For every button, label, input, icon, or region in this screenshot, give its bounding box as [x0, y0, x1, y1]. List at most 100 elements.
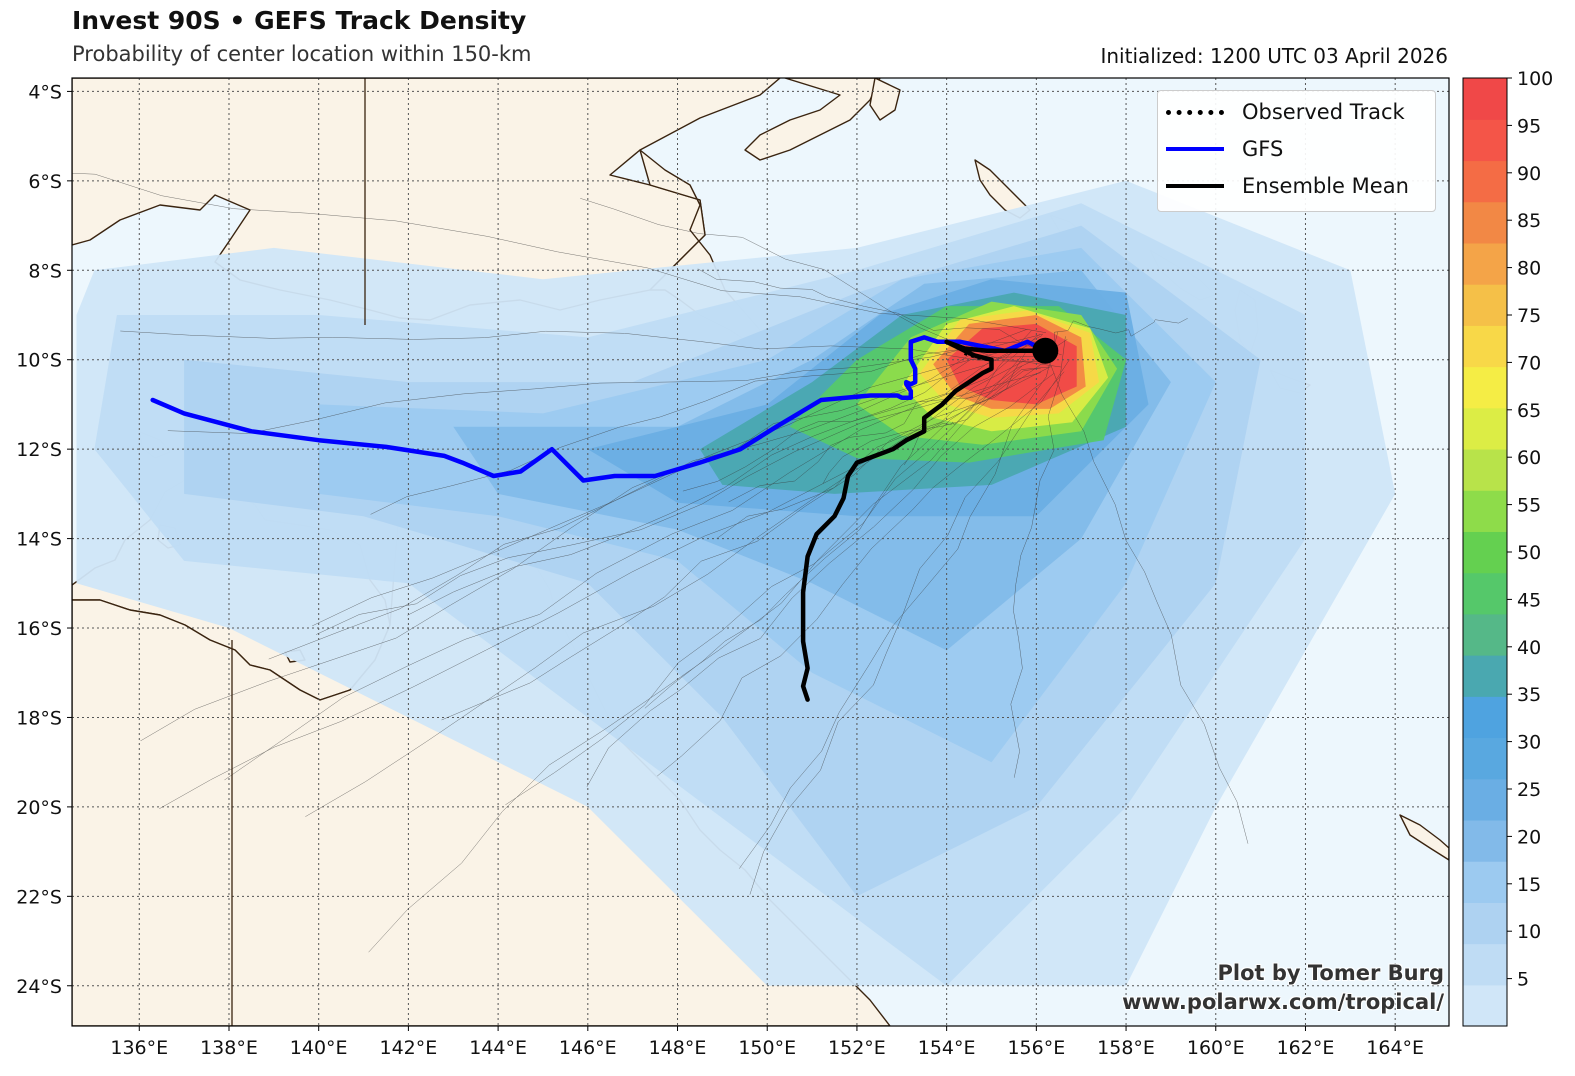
colorbar-label: 85: [1517, 210, 1541, 232]
lon-tick-label: 142°E: [380, 1037, 438, 1059]
colorbar-segment: [1463, 201, 1507, 244]
colorbar-label: 5: [1517, 969, 1529, 991]
legend-item-gfs: GFS: [1166, 134, 1283, 164]
colorbar-label: 15: [1517, 874, 1541, 896]
lat-tick-label: 18°S: [16, 707, 62, 729]
lon-tick-label: 158°E: [1097, 1037, 1155, 1059]
lon-tick-label: 136°E: [110, 1037, 168, 1059]
colorbar-label: 35: [1517, 684, 1541, 706]
member-track: [586, 372, 1055, 787]
colorbar-label: 75: [1517, 305, 1541, 327]
graticule: [72, 78, 1449, 1026]
lat-tick-label: 16°S: [16, 618, 62, 640]
credit-url: www.polarwx.com/tropical/: [1122, 990, 1444, 1014]
member-track: [644, 365, 1023, 709]
member-track: [370, 328, 1028, 515]
colorbar-segment: [1463, 407, 1507, 450]
colorbar-segment: [1463, 778, 1507, 821]
lat-tick-label: 12°S: [16, 439, 62, 461]
colorbar-segment: [1463, 78, 1507, 120]
member-track: [120, 330, 1044, 363]
legend-box: Observed Track GFS Ensemble Mean: [1157, 90, 1436, 212]
storm-current-position: [1032, 337, 1059, 364]
colorbar-segment: [1463, 119, 1507, 162]
lat-tick-label: 14°S: [16, 529, 62, 551]
chart-subtitle: Probability of center location within 15…: [72, 42, 532, 66]
lat-tick-label: 8°S: [28, 260, 62, 282]
colorbar-segment: [1463, 696, 1507, 739]
colorbar-label: 10: [1517, 921, 1541, 943]
legend-label-gfs: GFS: [1242, 137, 1284, 161]
member-track: [657, 359, 1070, 777]
member-track: [305, 359, 1027, 817]
lon-tick-label: 160°E: [1187, 1037, 1245, 1059]
member-track: [140, 347, 1019, 742]
lat-tick-label: 6°S: [28, 171, 62, 193]
colorbar-segment: [1463, 737, 1507, 780]
member-track: [505, 330, 1032, 806]
lat-tick-label: 10°S: [16, 350, 62, 372]
plot-frame: [71, 77, 1450, 1027]
colorbar-segment: [1463, 325, 1507, 368]
member-track: [822, 367, 1042, 484]
colorbar-segment: [1463, 943, 1507, 986]
member-track: [315, 372, 1041, 635]
member-track: [697, 268, 1062, 355]
lon-tick-label: 140°E: [290, 1037, 348, 1059]
colorbar-segment: [1463, 160, 1507, 203]
lat-tick-label: 4°S: [28, 81, 62, 103]
legend-swatch-observed: [1166, 109, 1224, 115]
ensemble-mean-track-line: [800, 339, 1048, 702]
lon-tick-label: 144°E: [469, 1037, 527, 1059]
credit-author: Plot by Tomer Burg: [1217, 961, 1445, 985]
member-track: [728, 366, 1052, 503]
colorbar-segment: [1463, 572, 1507, 615]
colorbar-segment: [1463, 490, 1507, 532]
colorbar-segment: [1463, 655, 1507, 697]
colorbar-label: 20: [1517, 826, 1541, 848]
colorbar-label: 55: [1517, 495, 1541, 517]
member-track: [407, 335, 1043, 616]
colorbar-segment: [1463, 242, 1507, 285]
initialized-time: Initialized: 1200 UTC 03 April 2026: [1100, 44, 1448, 68]
lat-tick-label: 22°S: [16, 886, 62, 908]
legend-label-mean: Ensemble Mean: [1242, 174, 1409, 198]
new-britain: [744, 78, 881, 161]
member-track: [368, 356, 1022, 953]
lon-tick-label: 154°E: [918, 1037, 976, 1059]
legend-swatch-mean: [1166, 184, 1224, 188]
lat-tick-label: 20°S: [16, 797, 62, 819]
member-track: [738, 331, 1059, 869]
colorbar: 5 10 15 20 25 30 35 40 45 50 55 60 65 70 75 80 85 90 95 100: [1462, 68, 1553, 1027]
colorbar-label: 40: [1517, 637, 1541, 659]
member-track: [716, 339, 1068, 539]
colorbar-label: 60: [1517, 447, 1541, 469]
legend-item-observed: Observed Track: [1166, 97, 1405, 127]
member-track: [1010, 336, 1066, 778]
colorbar-segment: [1463, 613, 1507, 656]
new-caledonia: [1399, 814, 1449, 861]
colorbar-segment: [1463, 448, 1507, 491]
longitude-labels: 136°E 138°E 140°E 142°E 144°E 146°E 148°E 150°E…: [110, 1026, 1424, 1059]
gfs-track-line: [150, 335, 1048, 483]
colorbar-segment: [1463, 366, 1507, 409]
colorbar-label: 70: [1517, 352, 1541, 374]
colorbar-label: 30: [1517, 732, 1541, 754]
lon-tick-label: 162°E: [1277, 1037, 1335, 1059]
lon-tick-label: 152°E: [828, 1037, 886, 1059]
member-track: [268, 333, 1044, 660]
member-track: [72, 172, 1047, 333]
member-track: [167, 341, 1042, 434]
colorbar-label: 100: [1517, 68, 1553, 90]
lon-tick-label: 138°E: [200, 1037, 258, 1059]
colorbar-segment: [1463, 284, 1507, 326]
member-track: [1044, 318, 1188, 349]
member-track: [580, 198, 1062, 368]
colorbar-label: 65: [1517, 400, 1541, 422]
colorbar-label: 95: [1517, 115, 1541, 137]
colorbar-label: 50: [1517, 542, 1541, 564]
legend-label-observed: Observed Track: [1242, 100, 1405, 124]
colorbar-segment: [1463, 819, 1507, 862]
lon-tick-label: 146°E: [559, 1037, 617, 1059]
